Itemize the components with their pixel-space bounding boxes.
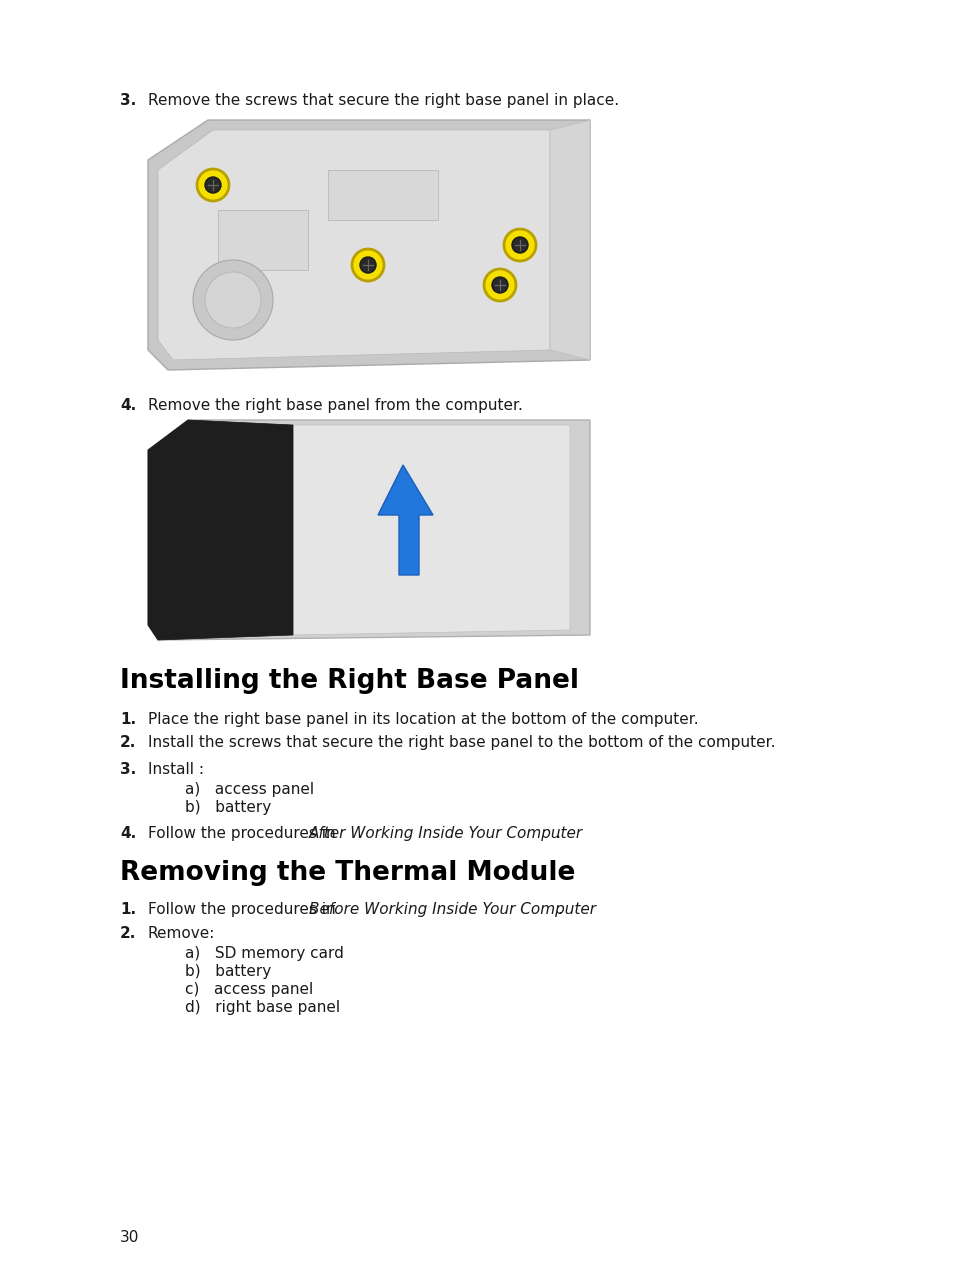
Circle shape (512, 237, 527, 254)
Text: .: . (555, 825, 559, 841)
Text: 2.: 2. (120, 926, 136, 941)
Text: Before Working Inside Your Computer: Before Working Inside Your Computer (309, 902, 596, 917)
Circle shape (503, 230, 536, 261)
Polygon shape (158, 131, 550, 360)
Polygon shape (148, 420, 589, 640)
Circle shape (492, 276, 507, 293)
Polygon shape (148, 420, 293, 640)
Circle shape (205, 178, 221, 193)
Text: .: . (557, 902, 561, 917)
Text: Remove the right base panel from the computer.: Remove the right base panel from the com… (148, 398, 522, 413)
Text: Install the screws that secure the right base panel to the bottom of the compute: Install the screws that secure the right… (148, 735, 775, 749)
Text: Remove the screws that secure the right base panel in place.: Remove the screws that secure the right … (148, 93, 618, 108)
Text: Removing the Thermal Module: Removing the Thermal Module (120, 860, 575, 886)
Text: 3.: 3. (120, 93, 136, 108)
Bar (218, 210, 308, 270)
Text: 1.: 1. (120, 902, 136, 917)
Text: Installing the Right Base Panel: Installing the Right Base Panel (120, 668, 578, 694)
Text: a)   SD memory card: a) SD memory card (185, 946, 343, 961)
Text: 1.: 1. (120, 713, 136, 727)
Text: 4.: 4. (120, 398, 136, 413)
Text: 30: 30 (120, 1230, 139, 1245)
Text: After Working Inside Your Computer: After Working Inside Your Computer (309, 825, 582, 841)
Polygon shape (293, 425, 569, 635)
Text: b)   battery: b) battery (185, 964, 271, 979)
Text: 3.: 3. (120, 762, 136, 777)
Circle shape (483, 269, 516, 301)
Circle shape (193, 260, 273, 340)
Polygon shape (550, 120, 589, 360)
Circle shape (359, 257, 375, 273)
Text: a)   access panel: a) access panel (185, 782, 314, 798)
Text: d)   right base panel: d) right base panel (185, 1000, 340, 1014)
Circle shape (196, 169, 229, 202)
Text: Install :: Install : (148, 762, 204, 777)
Text: b)   battery: b) battery (185, 800, 271, 815)
Text: 2.: 2. (120, 735, 136, 749)
Bar (328, 170, 437, 221)
Circle shape (205, 273, 261, 328)
Text: Place the right base panel in its location at the bottom of the computer.: Place the right base panel in its locati… (148, 713, 698, 727)
Text: Follow the procedures in: Follow the procedures in (148, 825, 340, 841)
Polygon shape (377, 465, 433, 574)
Text: 4.: 4. (120, 825, 136, 841)
Text: c)   access panel: c) access panel (185, 981, 313, 997)
Text: Remove:: Remove: (148, 926, 215, 941)
Circle shape (352, 249, 384, 281)
Polygon shape (148, 120, 589, 370)
Text: Follow the procedures in: Follow the procedures in (148, 902, 340, 917)
